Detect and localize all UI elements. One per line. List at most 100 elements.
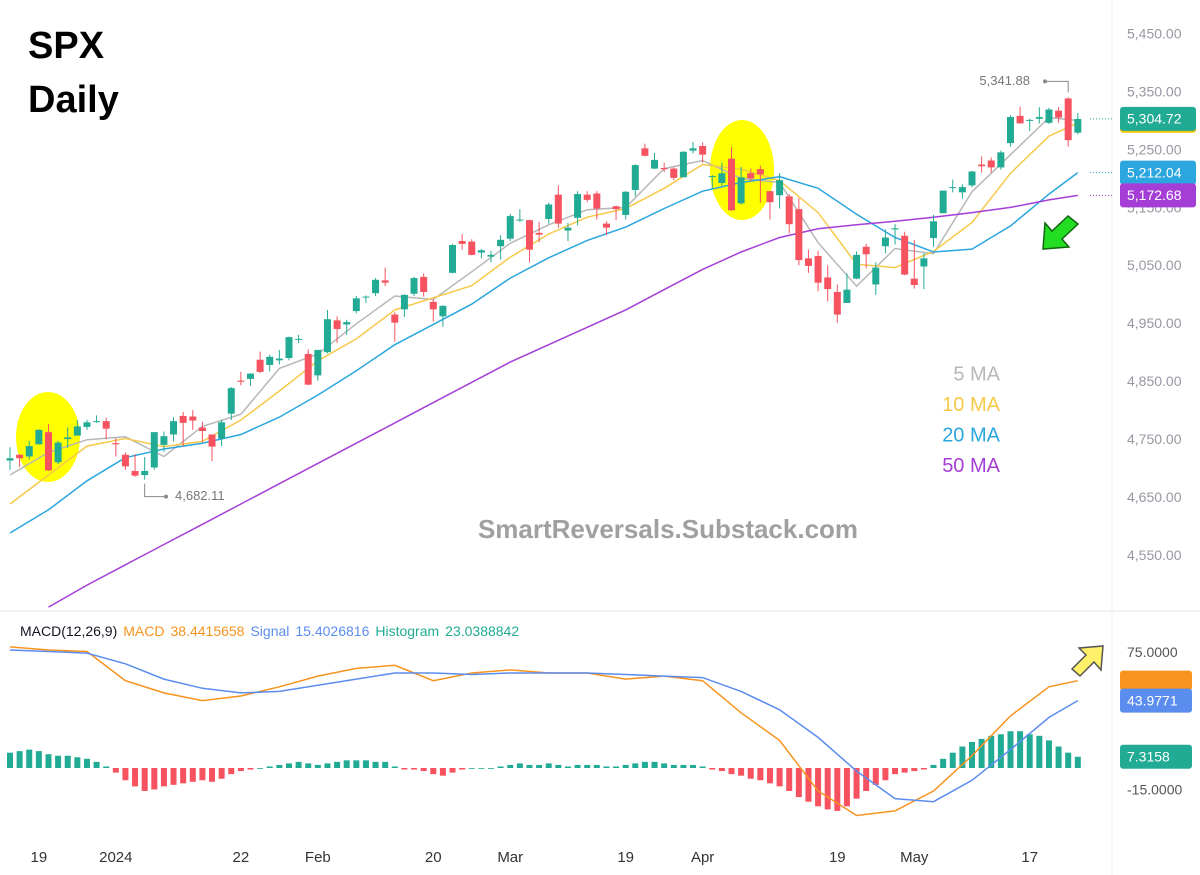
watermark: SmartReversals.Substack.com [478,514,858,544]
histogram-bar [237,768,244,772]
histogram-bar [718,768,725,772]
candle-body [631,165,639,191]
histogram-bar [690,764,697,768]
histogram-bar [1026,734,1033,768]
histogram-bar [507,764,514,768]
candle-body [679,151,687,178]
annotation: 5,341.88 [979,73,1030,88]
histogram-bar [747,768,754,779]
y-tick-label: 5,250.00 [1127,141,1182,157]
histogram-bar [786,768,793,791]
candle-body [1055,110,1063,118]
histogram-bar [766,768,773,784]
histogram-bar [276,764,283,768]
histogram-bar [439,768,446,776]
price-pane: 5,341.88 4,682.11 [6,73,1112,608]
arrow [1042,215,1080,250]
histogram-bar [305,763,312,768]
annotation: 4,682.11 [175,488,225,503]
candle-body [150,432,158,468]
histogram-bar [228,768,235,775]
candle-body [535,232,543,235]
candle-body [83,422,91,427]
histogram-bar [295,761,302,768]
candle-body [285,337,293,359]
histogram-bar [1055,746,1062,768]
histogram-bar [391,766,398,768]
histogram-bar [7,752,13,768]
histogram-bar [218,768,225,779]
histogram-bar [478,768,485,769]
y-tick-label: 4,850.00 [1127,373,1182,389]
candle-body [198,427,206,431]
indicator-legend: MACD(12,26,9) MACD 38.4415658 Signal 15.4026… [20,623,519,639]
histogram-bar [516,763,523,768]
candle-body [699,145,707,155]
histogram-bar [959,746,966,768]
candle-body [881,237,889,247]
histogram-bar [872,768,879,785]
candle-body [333,320,341,330]
histogram-bar [805,768,812,802]
candle-body [208,434,216,447]
chart-title: SPX [28,25,105,67]
candle-body [497,239,505,247]
histogram-bar [526,764,533,768]
legend-entry: 10 MA [942,394,1000,416]
histogram-bar [334,761,341,768]
histogram-bar [613,766,620,768]
y-tick-label: 4,750.00 [1127,431,1182,447]
histogram-bar [411,768,418,770]
histogram-bar [940,758,947,768]
histogram-bar [1074,756,1081,768]
histogram-bar [64,755,71,768]
candle-body [891,228,899,230]
candle-body [227,388,235,414]
candle-body [1026,119,1034,121]
candle-body [189,416,197,421]
histogram-bar [189,768,196,782]
legend-value: 23.0388842 [445,623,519,639]
candle-body [853,254,861,279]
chart-subtitle: Daily [28,79,119,121]
histogram-bar [882,768,889,781]
histogram-bar [132,768,139,787]
candle-body [978,164,986,167]
annotation-leader [1045,80,1069,93]
candle-body [833,291,841,315]
candle-body [400,294,408,310]
histogram-bar [382,761,389,768]
histogram-bar [1036,735,1043,768]
candle-body [795,209,803,261]
histogram-bar [911,768,918,772]
candle-body [35,429,43,445]
histogram-bar [45,754,52,768]
histogram-bar [661,763,668,768]
histogram-bar [824,768,831,810]
histogram-bar [343,760,350,768]
candle-body [804,258,812,266]
candle-body [708,176,716,178]
candle-body [1016,115,1024,124]
histogram-bar [74,757,81,768]
y-tick-label: -15.0000 [1127,782,1182,798]
candle-body [179,415,187,423]
histogram-bar [892,768,899,775]
candle-body [949,187,957,189]
annotation-dot [1043,79,1047,84]
candle-body [64,437,72,440]
candle-body [314,349,322,376]
histogram-bar [978,738,985,768]
candle-body [814,256,822,283]
x-tick-label: 17 [1021,849,1038,866]
histogram-bar [863,768,870,791]
candle-body [1045,109,1053,123]
histogram-bar [449,768,456,773]
histogram-bar [641,761,648,768]
candle-body [728,158,735,211]
histogram-bar [584,764,591,768]
candle-body [651,159,659,169]
x-tick-label: 20 [425,849,442,866]
